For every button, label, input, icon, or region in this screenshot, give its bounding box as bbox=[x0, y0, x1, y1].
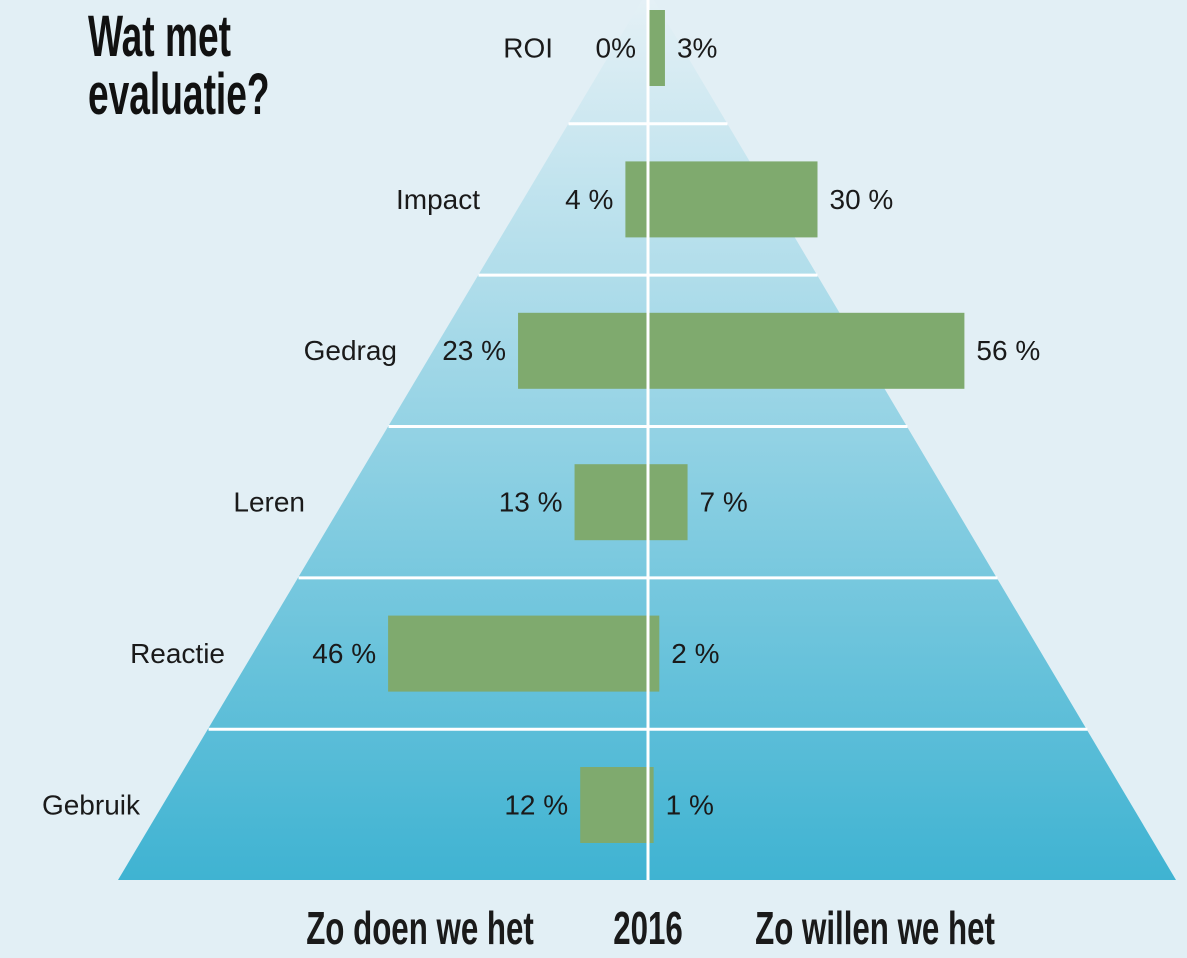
category-label: Impact bbox=[396, 184, 480, 215]
bar-left bbox=[518, 312, 648, 389]
value-label-right: 1 % bbox=[666, 789, 714, 820]
bar-left bbox=[388, 615, 648, 692]
bar-right bbox=[648, 615, 660, 692]
right-series-label: Zo willen we het bbox=[755, 903, 995, 954]
bar-right bbox=[648, 464, 688, 541]
labels: 0% 3% ROI 4 % 30 % Impact 23 % 56 % Gedrag 13 % 7 … bbox=[42, 32, 1040, 820]
value-label-left: 0% bbox=[596, 32, 636, 63]
bar-right bbox=[648, 10, 665, 86]
bar-right bbox=[648, 767, 654, 843]
bar-right bbox=[648, 312, 965, 389]
value-label-left: 12 % bbox=[504, 789, 568, 820]
bar-right bbox=[648, 161, 818, 238]
bars bbox=[388, 10, 965, 843]
category-label: Reactie bbox=[130, 638, 225, 669]
bar-left bbox=[574, 464, 648, 541]
value-label-left: 46 % bbox=[312, 638, 376, 669]
left-series-label: Zo doen we het bbox=[306, 903, 534, 954]
value-label-right: 56 % bbox=[976, 335, 1040, 366]
category-label: Gedrag bbox=[304, 335, 397, 366]
category-label: ROI bbox=[503, 32, 553, 63]
value-label-left: 23 % bbox=[442, 335, 506, 366]
chart-title: Wat met evaluatie? bbox=[88, 4, 270, 127]
value-label-right: 7 % bbox=[700, 487, 748, 518]
value-label-right: 3% bbox=[677, 32, 717, 63]
value-label-left: 4 % bbox=[565, 184, 613, 215]
bar-left bbox=[625, 161, 648, 238]
category-label: Gebruik bbox=[42, 789, 141, 820]
center-label: 2016 bbox=[613, 903, 683, 954]
value-label-left: 13 % bbox=[499, 487, 563, 518]
value-label-right: 30 % bbox=[830, 184, 894, 215]
category-label: Leren bbox=[233, 487, 305, 518]
value-label-right: 2 % bbox=[671, 638, 719, 669]
bar-left bbox=[580, 767, 648, 843]
